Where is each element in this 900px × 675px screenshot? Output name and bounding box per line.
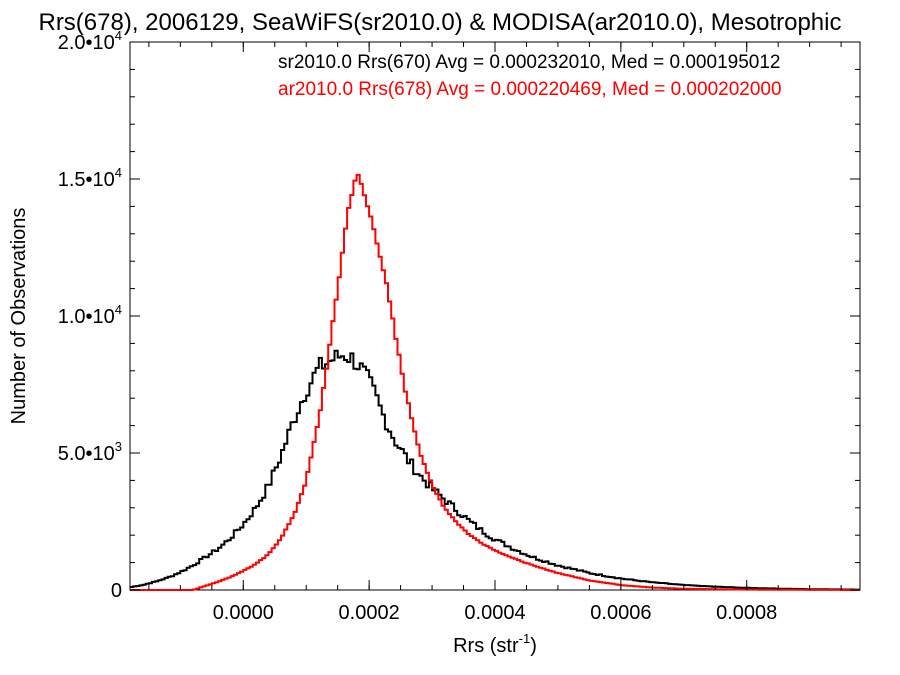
- stats-line-sr2010: sr2010.0 Rrs(670) Avg = 0.000232010, Med…: [278, 52, 780, 73]
- x-tick-label-2: 0.0004: [464, 602, 525, 624]
- y-tick-label-2: 1.0•104: [58, 302, 122, 328]
- y-tick-label-1: 5.0•103: [58, 439, 122, 465]
- histogram-series-0: [130, 349, 860, 591]
- plot-area-frame: [129, 41, 861, 591]
- x-tick-label-0: 0.0000: [213, 602, 274, 624]
- y-tick-label-0: 0: [111, 580, 122, 602]
- x-axis-label-main: Rrs (str: [453, 635, 519, 657]
- x-tick-label-3: 0.0006: [590, 602, 651, 624]
- x-axis-label-close: ): [530, 635, 537, 657]
- ticks-layer: 0.0000 0.0002 0.0004 0.0006 0.0008 0 5.0•103 1.…: [58, 28, 860, 624]
- x-axis-label-superscript: -1: [519, 631, 531, 646]
- stats-line-ar2010: ar2010.0 Rrs(678) Avg = 0.000220469, Med…: [278, 79, 782, 100]
- series-layer: [130, 173, 860, 591]
- histogram-series-1: [130, 173, 860, 591]
- x-axis-label: Rrs (str-1): [453, 631, 537, 657]
- y-axis-label: Number of Observations: [8, 208, 30, 425]
- y-tick-label-3: 1.5•104: [58, 165, 122, 191]
- y-tick-label-4: 2.0•104: [58, 28, 122, 54]
- chart-title: Rrs(678), 2006129, SeaWiFS(sr2010.0) & M…: [38, 9, 841, 36]
- x-tick-label-1: 0.0002: [339, 602, 400, 624]
- x-tick-label-4: 0.0008: [716, 602, 777, 624]
